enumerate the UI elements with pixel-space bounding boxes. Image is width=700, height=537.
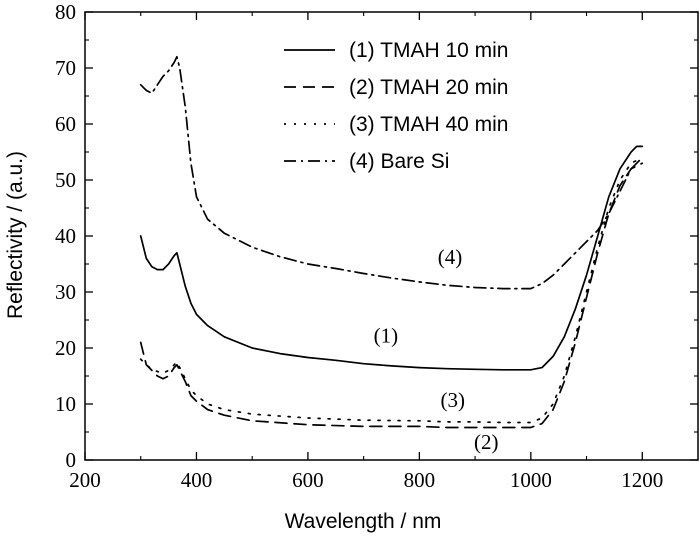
legend: (1) TMAH 10 min (2) TMAH 20 min (3) TMAH 4… (284, 39, 508, 173)
y-tick-label: 40 (55, 224, 76, 248)
x-tick-label: 1200 (621, 468, 663, 492)
y-tick-label: 20 (55, 336, 76, 360)
x-tick-label: 200 (69, 468, 101, 492)
legend-label-2: (2) TMAH 20 min (349, 76, 508, 99)
series-annotation: (2) (474, 430, 499, 454)
series-line-4 (139, 55, 644, 290)
series-annotations: (1) (2) (3) (4) (374, 245, 499, 454)
legend-label-3: (3) TMAH 40 min (349, 113, 508, 136)
y-tick-label: 80 (55, 0, 76, 24)
series-line-3 (139, 156, 644, 424)
x-tick-label: 800 (404, 468, 436, 492)
series-line-1 (139, 145, 644, 371)
x-tick-label: 600 (292, 468, 324, 492)
axis-ticks: 200 400 600 800 1000 1200 0 10 20 30 40 50 60 70 80 (55, 0, 698, 492)
series-annotation: (4) (438, 245, 463, 269)
y-axis-title: Reflectivity / (a.u.) (4, 151, 27, 319)
y-tick-label: 30 (55, 280, 76, 304)
series-annotation: (3) (441, 388, 466, 412)
series-lines (139, 55, 644, 429)
y-tick-label: 60 (55, 112, 76, 136)
legend-label-1: (1) TMAH 10 min (349, 39, 508, 62)
series-annotation: (1) (374, 323, 399, 347)
y-tick-label: 10 (55, 392, 76, 416)
y-tick-label: 0 (66, 448, 77, 472)
x-axis-title: Wavelength / nm (285, 510, 442, 533)
x-tick-label: 1000 (510, 468, 552, 492)
y-tick-label: 50 (55, 168, 76, 192)
y-tick-label: 70 (55, 56, 76, 80)
legend-label-4: (4) Bare Si (349, 150, 449, 173)
series-line-2 (139, 162, 644, 429)
x-tick-label: 400 (181, 468, 213, 492)
